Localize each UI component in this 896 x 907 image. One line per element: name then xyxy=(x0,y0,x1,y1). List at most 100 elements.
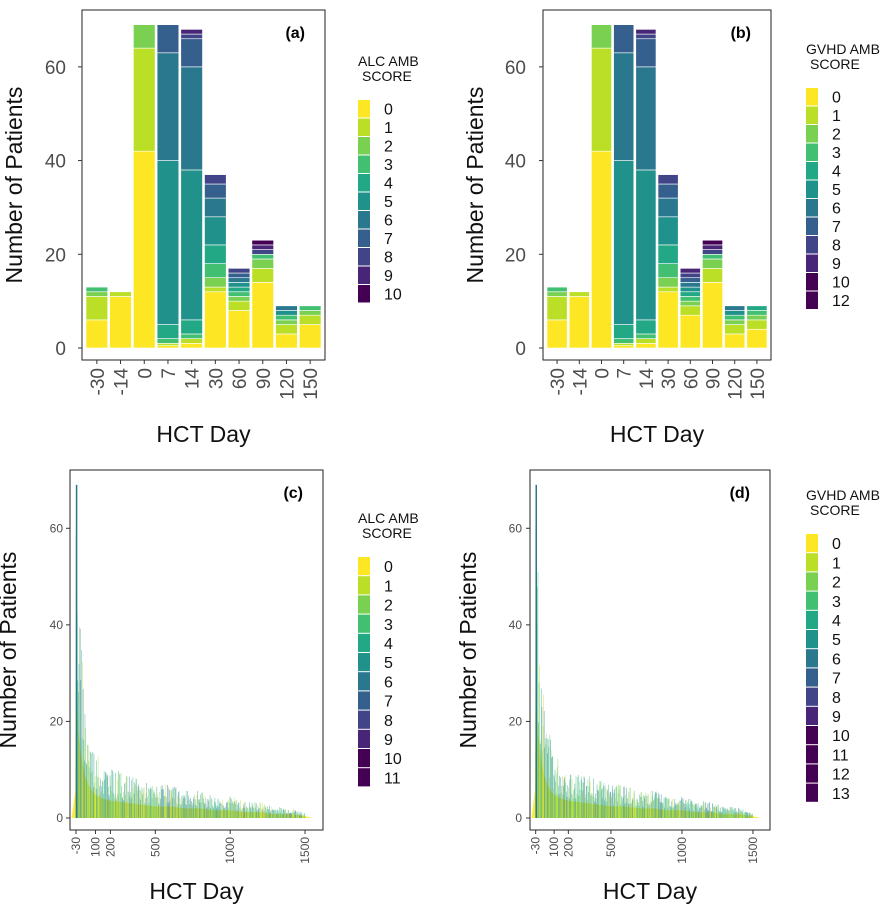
bar-segment xyxy=(746,310,768,316)
bar-segment xyxy=(613,338,635,344)
legend-swatch xyxy=(358,576,370,595)
legend-title: ALC AMB xyxy=(358,510,419,526)
bar-segment xyxy=(657,174,679,185)
legend-entry: 9 xyxy=(832,709,841,726)
bar-segment xyxy=(702,249,723,255)
bar-segment xyxy=(227,272,251,279)
x-axis-title: HCT Day xyxy=(610,421,705,447)
bar-segment xyxy=(724,314,746,321)
legend-entry: 3 xyxy=(384,617,393,634)
legend-swatch xyxy=(358,768,370,787)
panel-label: (d) xyxy=(730,485,750,502)
legend-swatch xyxy=(806,106,818,124)
bar-segment xyxy=(635,169,657,321)
legend-entry: 5 xyxy=(384,194,393,211)
bar-segment xyxy=(657,216,679,246)
legend-entry: 9 xyxy=(832,256,841,273)
bar-segment xyxy=(251,249,274,255)
legend-swatch xyxy=(806,783,818,802)
legend-entry: 6 xyxy=(384,674,393,691)
legend-swatch xyxy=(806,162,818,180)
legend-swatch xyxy=(358,595,370,614)
x-tick-label: 120 xyxy=(277,368,298,400)
y-tick-label: 20 xyxy=(505,245,526,266)
bar-segment xyxy=(180,169,203,321)
x-tick-label: 150 xyxy=(748,368,769,400)
bar-segment xyxy=(613,24,635,54)
bar-segment xyxy=(156,324,180,339)
x-tick-label: -14 xyxy=(112,368,133,396)
x-tick-label: 150 xyxy=(301,368,322,400)
legend-swatch xyxy=(806,553,818,572)
y-tick-label: 20 xyxy=(45,245,66,266)
bar-segment xyxy=(724,324,746,335)
bar-segment xyxy=(156,343,180,346)
legend-entry: 2 xyxy=(832,575,841,592)
legend-swatch xyxy=(806,687,818,706)
legend-entry: 12 xyxy=(832,767,850,784)
legend-entry: 2 xyxy=(832,127,841,144)
y-tick-label: 0 xyxy=(515,339,526,360)
legend-entry: 2 xyxy=(384,598,393,615)
bar-segment xyxy=(568,291,590,297)
legend-swatch xyxy=(806,649,818,668)
legend-entry: 6 xyxy=(832,651,841,668)
bar-segment xyxy=(227,286,251,293)
x-tick-label: -30 xyxy=(88,368,109,395)
x-tick-label: 200 xyxy=(103,837,117,857)
legend-entry: 8 xyxy=(832,690,841,707)
x-tick-label: 60 xyxy=(230,368,251,389)
bar-segment xyxy=(180,33,203,40)
bar-segment xyxy=(251,244,274,250)
legend-swatch xyxy=(358,266,370,284)
bar-segment xyxy=(635,38,657,68)
legend-entry: 0 xyxy=(384,559,393,576)
legend-entry: 6 xyxy=(832,201,841,218)
legend-entry: 7 xyxy=(384,231,393,248)
bar-segment xyxy=(635,319,657,335)
bar-segment xyxy=(227,282,251,288)
legend-swatch xyxy=(358,729,370,748)
x-tick-label: 90 xyxy=(704,368,725,389)
x-tick-label: 100 xyxy=(88,837,102,857)
bar-segment xyxy=(613,343,635,346)
bar-segment xyxy=(746,319,768,330)
y-tick-label: 0 xyxy=(56,811,63,825)
x-tick-label: -14 xyxy=(570,368,591,396)
bar-segment xyxy=(156,338,180,344)
bar-segment xyxy=(679,286,701,293)
legend-swatch xyxy=(358,633,370,652)
legend-swatch xyxy=(358,192,370,210)
x-tick-label: 7 xyxy=(615,368,636,379)
bar-segment xyxy=(657,291,679,349)
bar-segment xyxy=(180,66,203,171)
x-tick-label: 500 xyxy=(148,837,162,857)
y-tick-label: 60 xyxy=(50,521,64,535)
bar-segment xyxy=(85,291,109,297)
bar-segment xyxy=(298,310,322,316)
bar-segment xyxy=(227,310,251,349)
bar-segment xyxy=(227,268,251,274)
x-tick-label: 500 xyxy=(604,837,618,857)
bar-segment xyxy=(635,333,657,339)
legend-entry: 0 xyxy=(832,536,841,553)
legend-entry: 1 xyxy=(832,555,841,572)
bar-segment xyxy=(724,305,746,311)
bar-segment xyxy=(724,310,746,316)
bar-segment xyxy=(702,268,723,283)
bar-segment xyxy=(204,263,227,279)
x-tick-label: 120 xyxy=(726,368,747,400)
bar-segment xyxy=(156,24,180,54)
y-tick-label: 40 xyxy=(50,618,64,632)
bar-segment xyxy=(546,296,568,321)
x-tick-label: 90 xyxy=(254,368,275,389)
bar-segment xyxy=(635,66,657,171)
bar-segment xyxy=(180,338,203,344)
legend-entry: 7 xyxy=(832,219,841,236)
bar-segment xyxy=(591,150,612,349)
legend-swatch xyxy=(806,199,818,217)
